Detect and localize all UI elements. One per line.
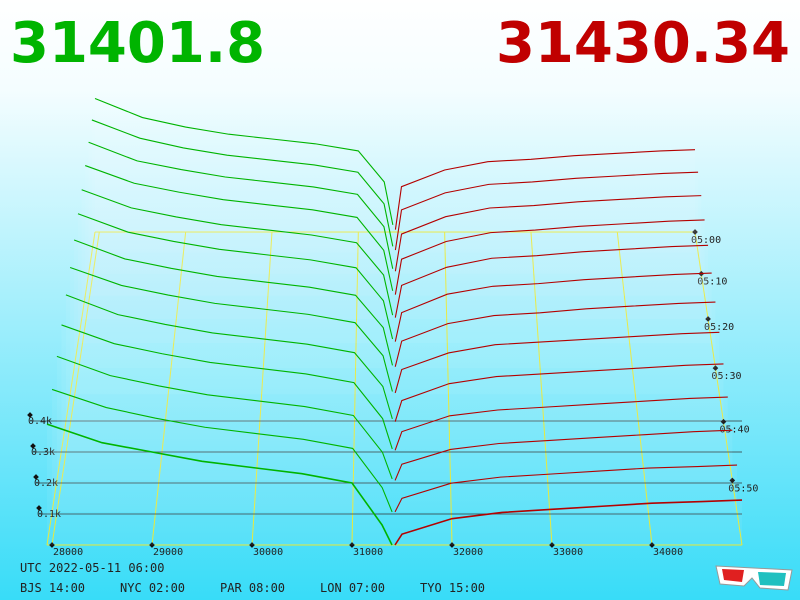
ask-depth-line <box>394 195 702 272</box>
utc-time: UTC 2022-05-11 06:00 <box>20 561 165 575</box>
depth-shade <box>395 195 702 274</box>
x-tick-label: 31000 <box>353 547 383 558</box>
glasses-icon <box>715 565 793 591</box>
ask-depth-line <box>394 396 728 451</box>
ask-depth-line <box>394 219 705 295</box>
ask-depth-line <box>394 499 743 546</box>
depth-shade <box>61 324 393 451</box>
time-tick-label: 05:10 <box>697 277 727 288</box>
tick-dot <box>49 542 55 548</box>
z-tick-label: 0.2k <box>34 478 58 489</box>
bid-depth-line <box>81 189 394 316</box>
depth-shade <box>395 302 716 369</box>
tick-dot <box>149 542 155 548</box>
depth-shade <box>47 424 392 545</box>
tick-dot <box>705 316 711 322</box>
time-tick-label: 05:30 <box>711 371 741 382</box>
x-tick-label: 32000 <box>453 547 483 558</box>
time-tick-label: 05:50 <box>728 483 758 494</box>
depth-shade <box>395 273 712 343</box>
tick-dot <box>712 365 719 371</box>
x-tick-label: 28000 <box>53 547 83 558</box>
bid-depth-line <box>91 119 394 247</box>
z-tick-label: 0.4k <box>28 416 52 427</box>
tick-dot <box>549 542 555 548</box>
bid-depth-line <box>65 294 393 420</box>
depth-shade <box>65 294 393 422</box>
city-time: PAR 08:00 <box>220 581 285 595</box>
ask-depth-line <box>394 331 720 394</box>
time-tick-label: 05:40 <box>719 425 749 436</box>
city-time: LON 07:00 <box>320 581 385 595</box>
tick-dot <box>720 418 727 425</box>
ask-depth-line <box>394 272 712 342</box>
bid-depth-line <box>88 141 394 269</box>
grid-line <box>444 231 453 546</box>
x-tick-label: 33000 <box>553 547 583 558</box>
city-time: NYC 02:00 <box>120 581 185 595</box>
depth-shade <box>70 267 393 395</box>
depth-shade <box>395 332 720 395</box>
time-tick-label: 05:00 <box>691 235 721 246</box>
ask-depth-line <box>394 244 709 318</box>
grid-line <box>151 231 187 546</box>
tick-dot <box>449 542 455 548</box>
grid-line <box>251 231 273 546</box>
z-tick-label: 0.1k <box>37 509 61 520</box>
x-tick-label: 30000 <box>253 547 283 558</box>
grid-line <box>351 231 359 546</box>
depth-shade <box>395 500 742 545</box>
bid-depth-line <box>73 239 394 366</box>
time-tick-label: 05:20 <box>704 322 734 333</box>
bid-depth-line <box>56 355 393 480</box>
bid-depth-line <box>77 213 394 340</box>
tick-dot <box>729 477 736 484</box>
depth-shade <box>81 189 393 319</box>
tick-dot <box>349 542 355 548</box>
bid-depth-line <box>85 165 394 291</box>
depth-shade <box>88 142 393 274</box>
bid-depth-line <box>46 423 393 546</box>
grid-edge <box>46 231 96 546</box>
bid-price: 31401.8 <box>10 11 265 76</box>
ask-depth-line <box>394 171 699 251</box>
tick-dot <box>649 542 655 548</box>
bid-depth-line <box>51 388 393 513</box>
grid-edge <box>694 231 743 546</box>
plot: 28000 29000 30000 31000 32000 33000 34000 0.1k 0… <box>27 97 758 558</box>
grid-line <box>616 231 653 546</box>
ask-depth-line <box>394 464 738 513</box>
depth-shade <box>395 465 738 512</box>
ask-depth-line <box>394 363 724 422</box>
depth-shade <box>395 172 699 253</box>
depth-shade <box>395 397 728 451</box>
depth-shade <box>52 389 393 512</box>
tick-dot <box>249 542 255 548</box>
x-tick-label: 29000 <box>153 547 183 558</box>
ask-depth-line <box>394 429 733 481</box>
city-time: TYO 15:00 <box>420 581 485 595</box>
ask-depth-line <box>394 301 716 367</box>
depth-shade <box>395 363 724 422</box>
bid-depth-line <box>94 97 394 225</box>
x-tick-label: 34000 <box>653 547 683 558</box>
depth-shade <box>95 98 393 232</box>
bid-depth-line <box>69 267 393 392</box>
city-time: BJS 14:00 <box>20 581 85 595</box>
tick-dot <box>27 412 33 418</box>
tick-dot <box>692 229 698 235</box>
depth-shade <box>85 165 393 296</box>
z-tick-label: 0.3k <box>31 447 55 458</box>
ask-price: 31430.34 <box>496 11 790 76</box>
depth-shade <box>91 119 393 253</box>
depth-shade <box>74 240 393 369</box>
grid-line <box>51 231 100 546</box>
bid-depth-line <box>61 324 393 450</box>
ask-depth-line <box>394 149 696 230</box>
